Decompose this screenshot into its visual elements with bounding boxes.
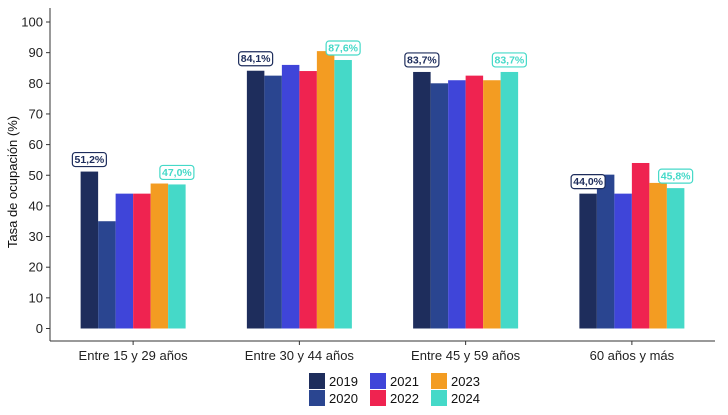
bar-2024-0 <box>168 184 186 329</box>
legend-item-2024: 2024 <box>431 390 480 406</box>
bar-2023-1 <box>316 51 335 329</box>
bar-2021-2 <box>448 80 466 329</box>
data-label-2024-0: 47,0% <box>159 164 195 181</box>
bar-2020-2 <box>430 83 449 329</box>
bars <box>80 51 685 329</box>
data-label-2019-2: 83,7% <box>404 52 440 68</box>
y-tick-label: 80 <box>29 76 43 91</box>
y-tick-label: 90 <box>29 45 43 60</box>
data-label-box <box>570 174 606 190</box>
legend-label: 2024 <box>451 391 480 406</box>
bar-2022-3 <box>631 162 650 329</box>
data-label-2019-1: 84,1% <box>238 51 274 67</box>
legend-swatch <box>370 390 386 406</box>
data-label-2024-3: 45,8% <box>658 168 694 184</box>
legend-label: 2021 <box>390 374 419 389</box>
data-label-2024-1: 87,6% <box>325 40 361 56</box>
data-label-text: 51,2% <box>74 154 104 166</box>
y-axis-title-group: Tasa de ocupación (%) <box>5 116 20 248</box>
bar-2019-3 <box>579 193 597 329</box>
x-tick-label: Entre 15 y 29 años <box>79 348 189 363</box>
legend-swatch <box>431 390 447 406</box>
y-tick-label: 20 <box>29 260 43 275</box>
data-label-2024-2: 83,7% <box>491 52 527 68</box>
data-label-box <box>404 52 440 68</box>
legend-label: 2022 <box>390 391 419 406</box>
legend-swatch <box>370 373 386 389</box>
y-tick-label: 0 <box>36 321 43 336</box>
y-tick-label: 10 <box>29 290 43 305</box>
bar-2023-3 <box>649 182 667 329</box>
data-label-text: 83,7% <box>407 54 437 66</box>
bar-2019-0 <box>80 171 99 329</box>
data-label-text: 84,1% <box>241 53 271 65</box>
x-tick-label: 60 años y más <box>590 348 675 363</box>
bar-2019-1 <box>246 70 265 329</box>
bar-2024-2 <box>500 71 519 329</box>
axes: 0 10 20 30 40 50 60 70 80 90 100 Entre 15 y 29 años… <box>21 8 715 363</box>
legend-label: 2020 <box>329 391 358 406</box>
data-label-text: 87,6% <box>328 43 358 55</box>
bar-2020-0 <box>98 221 116 329</box>
y-tick-label: 70 <box>29 106 43 121</box>
x-tick-label: Entre 30 y 44 años <box>245 348 355 363</box>
y-axis-title: Tasa de ocupación (%) <box>5 116 20 248</box>
data-label-box <box>71 151 107 168</box>
legend-item-2019: 2019 <box>309 373 358 389</box>
bar-2021-3 <box>614 193 632 329</box>
bar-2022-2 <box>465 75 484 329</box>
bar-2023-2 <box>483 80 501 329</box>
bar-2020-1 <box>264 75 282 329</box>
data-label-text: 47,0% <box>162 167 192 179</box>
bar-2021-0 <box>115 193 134 329</box>
x-tick-label: Entre 45 y 59 años <box>411 348 521 363</box>
legend-label: 2019 <box>329 374 358 389</box>
y-tick-label: 60 <box>29 137 43 152</box>
legend-item-2020: 2020 <box>309 390 358 406</box>
legend-swatch <box>309 373 325 389</box>
bar-2021-1 <box>281 64 300 329</box>
y-tick-label: 50 <box>29 168 43 183</box>
data-label-box <box>325 40 361 56</box>
bar-2022-0 <box>133 193 151 329</box>
y-tick-label: 30 <box>29 229 43 244</box>
data-label-2019-3: 44,0% <box>570 174 606 190</box>
legend-swatch <box>309 390 325 406</box>
data-label-text: 45,8% <box>661 171 691 183</box>
legend-item-2023: 2023 <box>431 373 480 389</box>
data-label-box <box>159 164 195 181</box>
y-tick-label: 40 <box>29 198 43 213</box>
data-label-box <box>238 51 274 67</box>
legend-item-2021: 2021 <box>370 373 419 389</box>
bar-2024-3 <box>666 188 685 329</box>
legend-swatch <box>431 373 447 389</box>
bar-2022-1 <box>299 71 317 329</box>
data-label-box <box>658 168 694 184</box>
legend: 2019 2020 2021 2022 2023 2024 <box>309 373 480 406</box>
bar-2020-3 <box>596 174 615 329</box>
legend-label: 2023 <box>451 374 480 389</box>
legend-item-2022: 2022 <box>370 390 419 406</box>
bar-2024-1 <box>334 60 352 329</box>
bar-2023-0 <box>150 183 169 329</box>
data-labels: 51,2% 47,0% 84,1% 87,6% 83,7% 83,7% 44,0% 45,8% <box>71 40 694 190</box>
data-label-2019-0: 51,2% <box>71 151 107 168</box>
data-label-text: 83,7% <box>494 54 524 66</box>
data-label-box <box>491 52 527 68</box>
data-label-text: 44,0% <box>573 176 603 188</box>
bar-2019-2 <box>413 71 431 329</box>
y-tick-label: 100 <box>21 15 43 30</box>
